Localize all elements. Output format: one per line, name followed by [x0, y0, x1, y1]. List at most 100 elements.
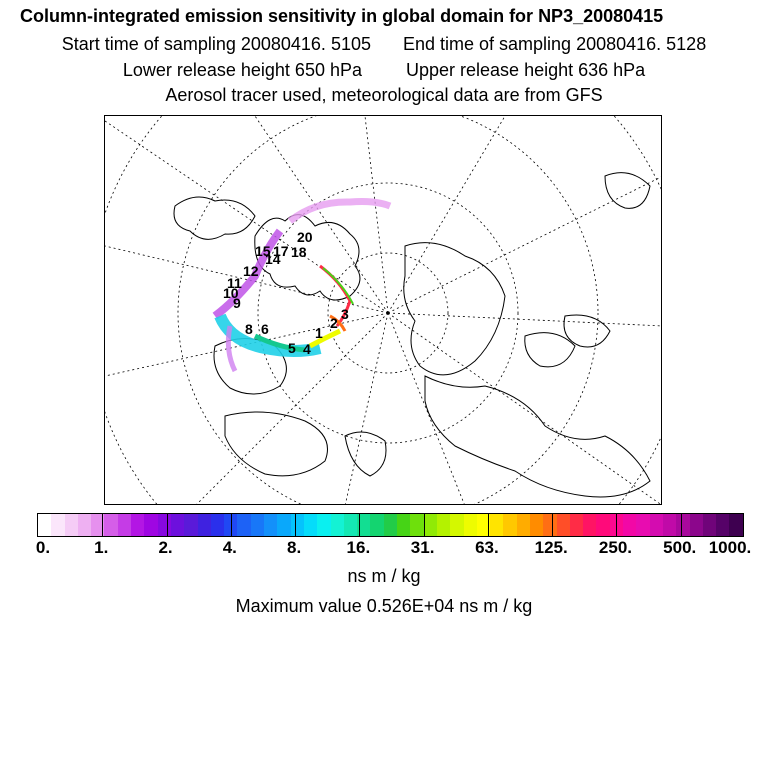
colorbar-tick-label: 2. [158, 538, 173, 557]
meridian [364, 116, 389, 314]
colorbar-segment [410, 514, 424, 536]
coastlines [173, 172, 651, 498]
traj-label: 6 [261, 321, 269, 337]
start-time-label: Start time of sampling 20080416. 5105 [61, 34, 371, 54]
colorbar-segment [51, 514, 65, 536]
traj-label: 2 [330, 315, 338, 331]
end-time-label: End time of sampling 20080416. 5128 [402, 34, 707, 54]
plume-arc-west [212, 228, 284, 320]
colorbar-segment [357, 514, 371, 536]
colorbar-segment [596, 514, 610, 536]
sampling-time-row: Start time of sampling 20080416. 5105 End… [0, 34, 768, 55]
colorbar-segment [157, 514, 171, 536]
colorbar-tick-label: 1. [94, 538, 109, 557]
tracer-info: Aerosol tracer used, meteorological data… [165, 85, 603, 105]
colorbar-segment [224, 514, 238, 536]
coast-north-america [424, 375, 651, 498]
lat-circle-50 [105, 116, 661, 504]
colorbar-segment [490, 514, 504, 536]
colorbar-segment [397, 514, 411, 536]
colorbar-segment [91, 514, 105, 536]
traj-label: 12 [243, 263, 259, 279]
plot-title: Column-integrated emission sensitivity i… [20, 6, 664, 26]
colorbar-tick-label: 4. [222, 538, 237, 557]
colorbar [37, 513, 744, 537]
colorbar-segment [104, 514, 118, 536]
colorbar-units: ns m / kg [347, 566, 421, 586]
meridian [345, 312, 389, 504]
traj-label: 10 [223, 285, 239, 301]
trajectory-labels: 20 15 17 18 14 12 11 10 9 8 6 5 4 2 3 1 [223, 229, 349, 357]
colorbar-segment [184, 514, 198, 536]
lat-circle-60 [177, 116, 599, 504]
plume-arc-outer [287, 198, 392, 224]
meridian [387, 312, 661, 504]
plume-core-green [253, 333, 306, 353]
traj-label: 8 [245, 321, 253, 337]
polar-map: 20 15 17 18 14 12 11 10 9 8 6 5 4 2 3 1 [104, 115, 662, 505]
meridian [105, 120, 389, 314]
colorbar-segment [729, 514, 743, 536]
colorbar-segment [210, 514, 225, 536]
colorbar-segment [436, 514, 451, 536]
plume-tail-south [225, 325, 238, 373]
colorbar-tick-label: 63. [475, 538, 499, 557]
colorbar-segment [583, 514, 597, 536]
colorbar-segment [170, 514, 185, 536]
colorbar-segment [343, 514, 358, 536]
traj-label: 4 [303, 341, 311, 357]
colorbar-divider [359, 514, 361, 536]
colorbar-segment [636, 514, 650, 536]
colorbar-segment [38, 514, 52, 536]
lat-circle-70 [257, 182, 519, 444]
traj-label: 17 [273, 243, 289, 259]
colorbar-segment [423, 514, 437, 536]
map-canvas: 20 15 17 18 14 12 11 10 9 8 6 5 4 2 3 1 [105, 116, 661, 504]
colorbar-segment [503, 514, 517, 536]
colorbar-segment [144, 514, 158, 536]
colorbar-segment [197, 514, 211, 536]
graticule [105, 116, 661, 504]
traj-label: 9 [233, 295, 241, 311]
plume-core-yellow [308, 328, 342, 349]
colorbar-segment [317, 514, 331, 536]
plume-core-lime [322, 267, 354, 305]
colorbar-segment [569, 514, 584, 536]
colorbar-segment [649, 514, 663, 536]
colorbar-tick-label: 500. [663, 538, 697, 557]
colorbar-segment [237, 514, 251, 536]
colorbar-segment [556, 514, 570, 536]
colorbar-segment [277, 514, 291, 536]
lower-release-label: Lower release height 650 hPa [122, 60, 362, 80]
traj-label: 20 [297, 229, 313, 245]
traj-label: 15 [255, 243, 271, 259]
colorbar-segment [529, 514, 544, 536]
colorbar-segment [303, 514, 318, 536]
colorbar-segment [117, 514, 132, 536]
coast-islands [563, 314, 611, 348]
traj-label: 3 [341, 306, 349, 322]
colorbar-segment [662, 514, 677, 536]
colorbar-segment [676, 514, 690, 536]
coast-arctic-islands [344, 431, 387, 477]
colorbar-segment [131, 514, 145, 536]
colorbar-segment [716, 514, 730, 536]
colorbar-tick-label: 8. [286, 538, 302, 557]
traj-label: 5 [288, 340, 296, 356]
maximum-value-label: Maximum value 0.526E+04 ns m / kg [235, 596, 533, 616]
colorbar-segment [702, 514, 717, 536]
coast-iceland-region [173, 196, 256, 240]
colorbar-divider [295, 514, 297, 536]
colorbar-segment [450, 514, 464, 536]
colorbar-segment [264, 514, 278, 536]
colorbar-segment [250, 514, 265, 536]
coast-russia [224, 411, 328, 477]
meridian [196, 312, 389, 504]
meridian [387, 176, 661, 314]
colorbar-divider [552, 514, 554, 536]
coast-baffin [524, 332, 576, 368]
colorbar-segment [77, 514, 92, 536]
meridian [105, 245, 389, 314]
meridian [387, 312, 661, 327]
colorbar-segment [290, 514, 304, 536]
